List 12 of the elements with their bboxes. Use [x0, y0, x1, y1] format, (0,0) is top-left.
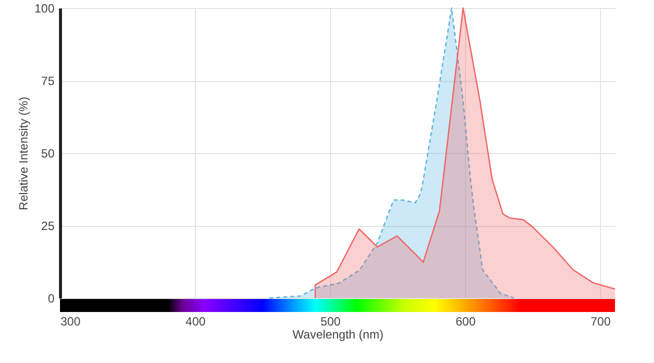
y-axis-title: Relative Intensity (%) — [16, 96, 30, 210]
x-axis-title: Wavelength (nm) — [292, 328, 384, 342]
x-tick-label: 600 — [456, 314, 476, 328]
x-tick-label: 500 — [320, 314, 341, 328]
x-tick-label: 300 — [60, 314, 81, 328]
y-tick-label: 0 — [48, 292, 55, 306]
y-tick-label: 75 — [41, 74, 55, 88]
y-tick-label: 50 — [41, 146, 55, 160]
x-tick-label: 700 — [590, 314, 611, 328]
y-tick-label: 100 — [34, 2, 55, 16]
x-tick-label: 400 — [186, 314, 206, 328]
y-tick-label: 25 — [41, 219, 55, 233]
